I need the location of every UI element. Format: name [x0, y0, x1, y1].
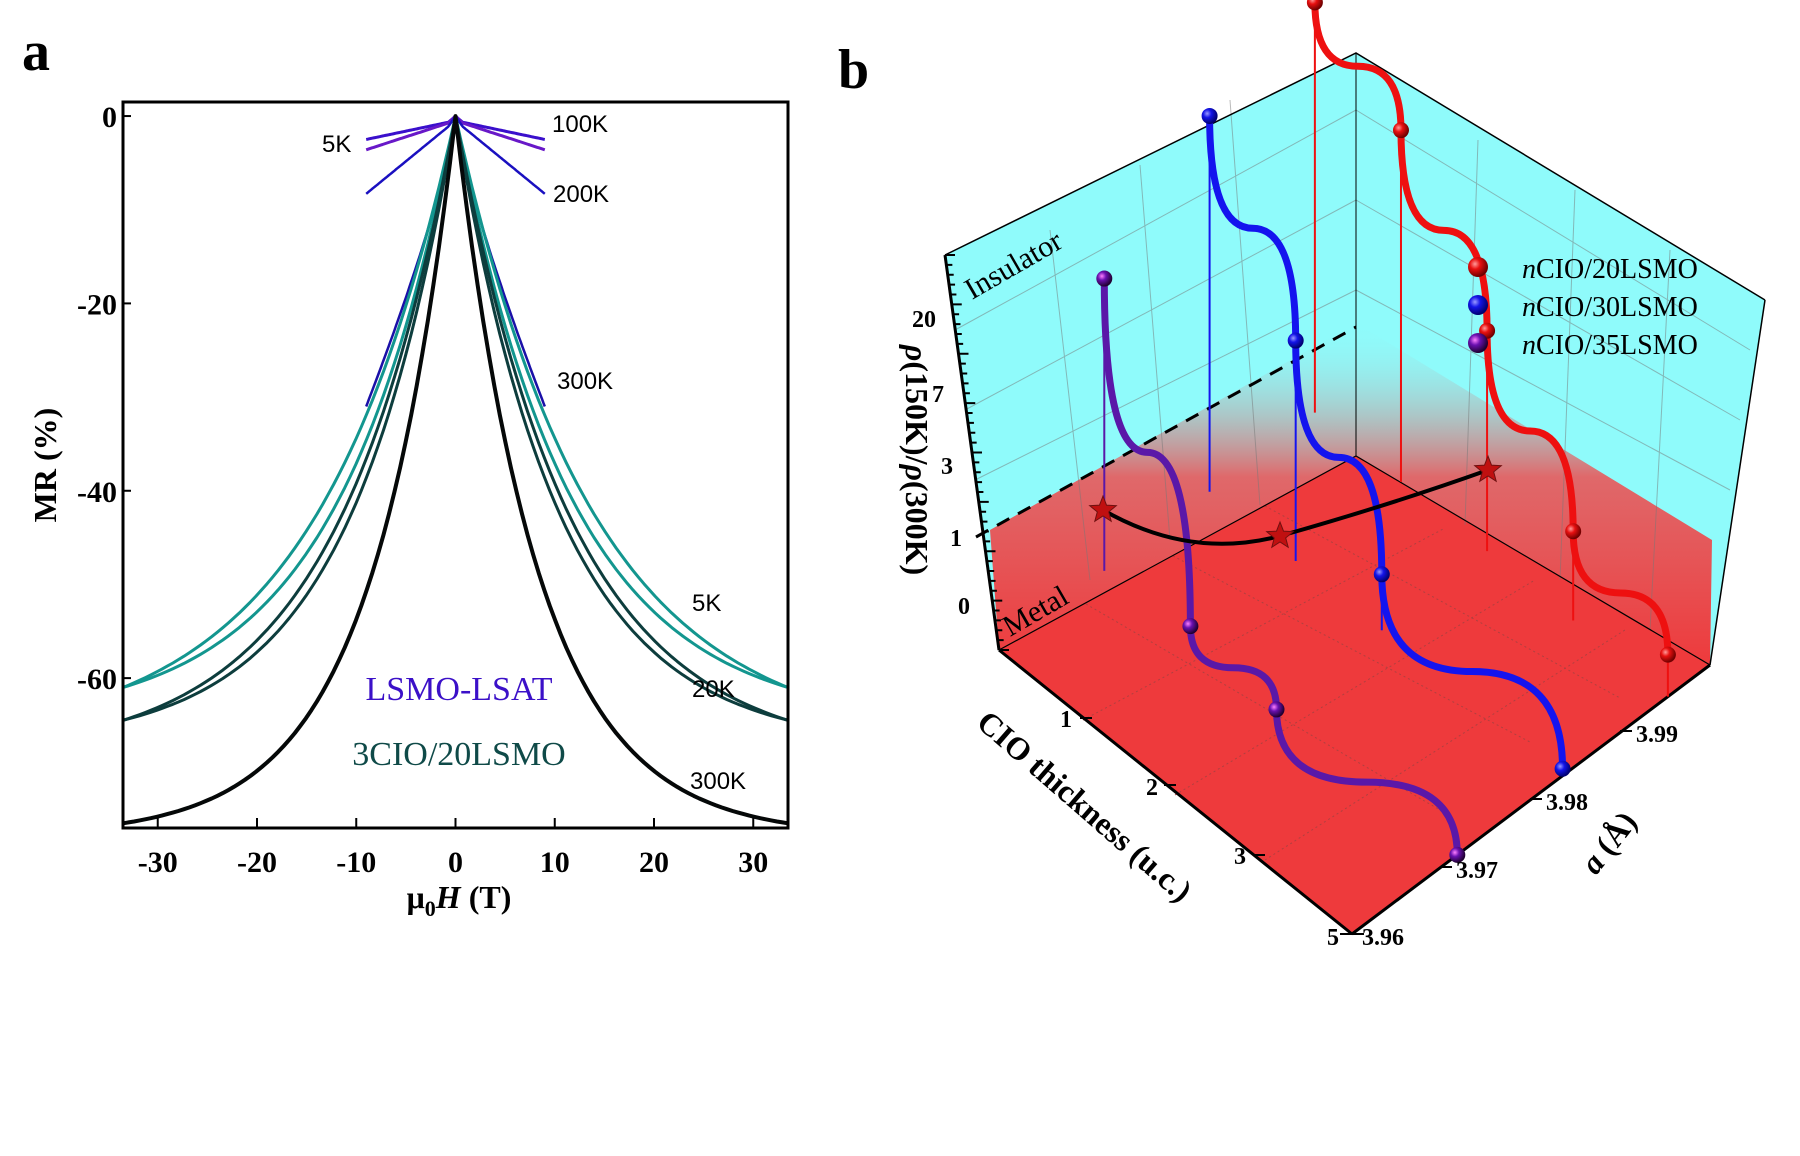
x-tick-label: 30: [738, 846, 768, 879]
panel-a-temperature-labels: 5K 100K 200K 300K 5K 20K 300K: [322, 111, 746, 795]
annotation-lsmo-lsat: LSMO-LSAT: [365, 671, 552, 708]
x-label-unit: (T): [461, 879, 512, 915]
x-tick-label: 20: [639, 846, 669, 879]
y-tick-label: -60: [77, 663, 117, 696]
panel-a-y-ticks: 0 -20 -40 -60: [77, 101, 131, 696]
temp-label-200k: 200K: [553, 181, 609, 208]
panel-a-chart: -30 -20 -10 0 10 20 30 0-20-40-60 μ0H (T) MR (…: [27, 100, 790, 921]
panel-b-series: [1088, 0, 1676, 863]
temp-label-300k-cio: 300K: [690, 768, 746, 795]
mr-curve: [122, 114, 789, 689]
metal-gradient-band: [990, 323, 1712, 665]
panel-a-x-ticks: -30 -20 -10 0 10 20 30: [138, 818, 768, 879]
thickness-tick-3: 3: [1234, 844, 1246, 870]
panel-b-legend: nCIO/20LSMO nCIO/30LSMO nCIO/35LSMO: [1468, 254, 1698, 361]
temp-label-20k: 20K: [692, 676, 735, 703]
temp-label-5k-cio: 5K: [692, 590, 721, 617]
panel-a-x-axis-label: μ0H (T): [407, 879, 512, 921]
lattice-tick-3.96: 3.96: [1362, 925, 1404, 951]
x-tick-label: -30: [138, 846, 178, 879]
panel-b-box-edges: [943, 52, 1766, 936]
y-tick-label: 0: [102, 101, 117, 134]
panel-b-chart: nCIO/20LSMO nCIO/30LSMO nCIO/35LSMO Insu…: [899, 0, 1766, 951]
data-point: [1201, 107, 1218, 124]
mr-curve: [122, 114, 789, 826]
z-axis-tick-labels: 20 7 3 1 0: [912, 307, 970, 620]
thickness-tick-2: 2: [1146, 775, 1158, 801]
legend-entry-30lsmo: nCIO/30LSMO: [1522, 292, 1698, 323]
data-point: [1449, 846, 1466, 863]
panel-a-axes-frame: [121, 100, 790, 830]
z-tick-3: 3: [941, 454, 953, 480]
thickness-tick-1: 1: [1060, 707, 1072, 733]
z-tick-1: 1: [950, 526, 962, 552]
data-point: [1554, 760, 1571, 777]
y-tick-label: -20: [77, 288, 117, 321]
data-point: [1373, 566, 1390, 583]
data-point: [1096, 270, 1113, 287]
lattice-tick-3.98: 3.98: [1546, 790, 1588, 816]
x-tick-label: -10: [336, 846, 376, 879]
x-tick-label: -20: [237, 846, 277, 879]
legend-marker-30lsmo: [1468, 295, 1488, 315]
legend-marker-35lsmo: [1468, 333, 1488, 353]
x-tick-label: 10: [540, 846, 570, 879]
x-tick-label: 0: [448, 846, 463, 879]
legend-entry-20lsmo: nCIO/20LSMO: [1522, 254, 1698, 285]
mr-curve: [122, 114, 789, 689]
series-curve: [1100, 275, 1461, 859]
panel-a-label: a: [22, 21, 50, 83]
temp-label-300k-lsat: 300K: [557, 368, 613, 395]
temp-label-100k: 100K: [552, 111, 608, 138]
data-point: [1268, 701, 1285, 718]
series-curve: [1206, 112, 1567, 773]
panel-a-y-axis-label: MR (%): [27, 408, 63, 523]
panel-b-label: b: [838, 39, 869, 101]
transition-star-marker: [1473, 454, 1503, 483]
data-point: [1659, 646, 1676, 663]
z-axis-label: ρρ(150K)/ρ(300K)(150K)/ρ(300K): [899, 344, 935, 575]
z-tick-7: 7: [932, 382, 944, 408]
z-axis-minor-ticks: [945, 254, 1009, 651]
legend-entry-35lsmo: nCIO/35LSMO: [1522, 330, 1698, 361]
annotation-3cio-20lsmo: 3CIO/20LSMO: [352, 736, 565, 773]
lattice-axis-ticks: 3.96 3.97 3.98 3.99: [1352, 722, 1678, 951]
x-label-variable: H: [435, 879, 462, 915]
x-label-subscript: 0: [425, 896, 436, 921]
z-tick-20: 20: [912, 307, 936, 333]
data-point: [1306, 0, 1323, 11]
data-point: [1287, 332, 1304, 349]
thickness-tick-5: 5: [1327, 925, 1339, 951]
panel-a-curves: [122, 114, 789, 826]
metal-floor: [999, 456, 1710, 934]
legend-marker-20lsmo: [1468, 257, 1488, 277]
x-label-mu: μ: [407, 879, 425, 915]
data-point: [1182, 618, 1199, 635]
data-point: [1565, 523, 1582, 540]
thickness-axis-ticks: 1 2 3 5: [1060, 707, 1352, 951]
lattice-tick-3.97: 3.97: [1456, 858, 1498, 884]
data-point: [1392, 122, 1409, 139]
transition-star-marker: [1265, 520, 1295, 549]
temp-label-5k-lsat: 5K: [322, 131, 351, 158]
z-tick-0: 0: [958, 594, 970, 620]
lattice-tick-3.99: 3.99: [1636, 722, 1678, 748]
transition-star-marker: [1088, 494, 1118, 523]
y-tick-label: -40: [77, 476, 117, 509]
